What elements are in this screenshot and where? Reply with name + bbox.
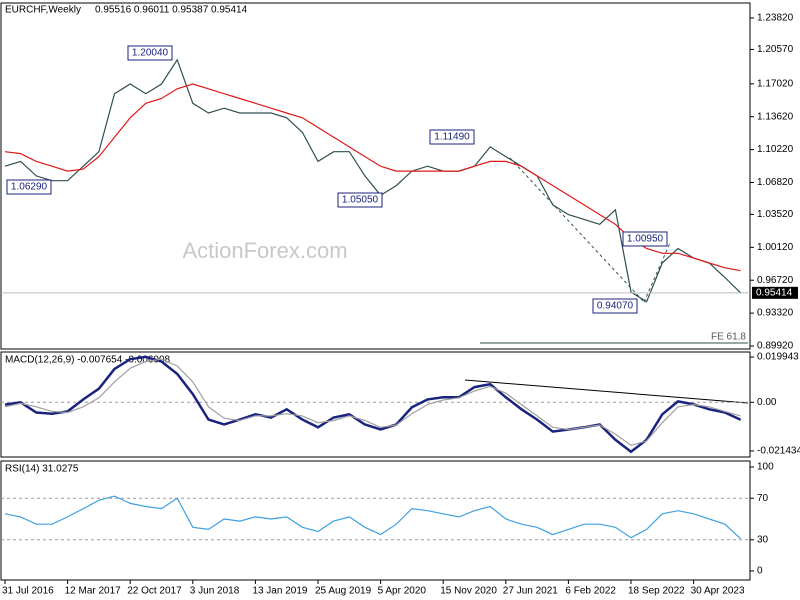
- x-tick-label: 6 Feb 2022: [565, 586, 616, 597]
- x-tick-label: 25 Aug 2019: [315, 586, 372, 597]
- y-tick-label: 0.00: [757, 397, 777, 408]
- x-tick-label: 13 Jan 2019: [252, 586, 307, 597]
- annotation-box: [127, 45, 173, 61]
- rsi-panel: [0, 460, 751, 581]
- series-line: [4, 495, 742, 540]
- y-tick-label: 1.13620: [757, 111, 794, 122]
- ohlc-readout: 0.95516 0.96011 0.95387 0.95414: [95, 5, 248, 16]
- annotation-box: [429, 129, 475, 145]
- x-tick-label: 12 Mar 2017: [65, 586, 122, 597]
- y-tick-label: 0: [757, 566, 763, 577]
- annotation-box: [6, 179, 52, 195]
- y-tick-label: 0.019943: [757, 352, 799, 363]
- annotation: 1.05050: [342, 195, 379, 206]
- annotation: 0.94070: [597, 301, 634, 312]
- macd-trendline: [464, 379, 749, 404]
- annotation: 1.20040: [132, 48, 169, 59]
- series-line: [4, 358, 741, 447]
- fib-leg: [509, 157, 645, 303]
- y-tick-label: 0.93320: [757, 308, 794, 319]
- fib-leg: [643, 242, 671, 303]
- y-tick-label: 100: [757, 462, 774, 473]
- annotation-box: [337, 192, 383, 208]
- price-panel: [0, 2, 751, 350]
- price-label: 0.95414: [756, 287, 793, 298]
- y-tick-label: 70: [757, 493, 769, 504]
- series-line: [4, 355, 742, 454]
- y-tick-label: -0.021434: [757, 446, 800, 457]
- x-tick-label: 18 Sep 2022: [628, 586, 685, 597]
- y-tick-label: 0.96720: [757, 275, 794, 286]
- y-tick-label: 1.10220: [757, 144, 794, 155]
- annotation-box: [622, 231, 668, 247]
- annotation: 1.06290: [11, 182, 48, 193]
- series-line: [4, 58, 742, 303]
- series-line: [4, 83, 741, 272]
- y-tick-label: 1.23820: [757, 13, 794, 24]
- y-tick-label: 1.20570: [757, 44, 794, 55]
- watermark: ActionForex.com: [182, 238, 347, 263]
- annotation: 1.00950: [627, 234, 664, 245]
- annotation: 1.11490: [434, 132, 470, 143]
- y-tick-label: 1.17020: [757, 78, 794, 89]
- fe-label: FE 61.8: [711, 332, 746, 343]
- y-tick-label: 30: [757, 534, 769, 545]
- macd-title: MACD(12,26,9) -0.007654 -0.006008: [5, 355, 171, 366]
- x-tick-label: 3 Jun 2018: [190, 586, 240, 597]
- annotation-box: [592, 298, 638, 314]
- y-tick-label: 1.00120: [757, 242, 794, 253]
- rsi-title: RSI(14) 31.0275: [5, 464, 79, 475]
- macd-panel: [0, 351, 751, 458]
- price-box: [752, 286, 798, 299]
- x-tick-label: 15 Nov 2020: [440, 586, 497, 597]
- y-tick-label: 1.03520: [757, 209, 794, 220]
- x-tick-label: 5 Apr 2020: [378, 586, 427, 597]
- x-tick-label: 31 Jul 2016: [2, 586, 54, 597]
- chart-title: EURCHF,Weekly: [5, 5, 81, 16]
- y-tick-label: 1.06820: [757, 177, 794, 188]
- x-tick-label: 22 Oct 2017: [127, 586, 182, 597]
- x-tick-label: 30 Apr 2023: [691, 586, 745, 597]
- x-tick-label: 27 Jun 2021: [503, 586, 558, 597]
- y-tick-label: 0.89920: [757, 341, 794, 352]
